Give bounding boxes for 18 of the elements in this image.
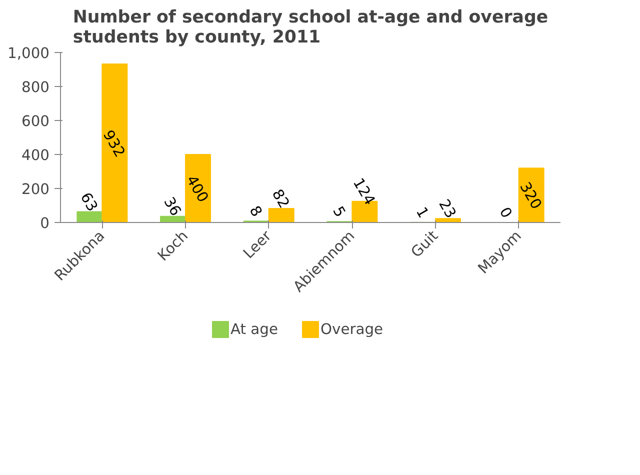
- data-label: 5: [329, 204, 348, 220]
- data-label: 63: [76, 190, 101, 214]
- data-label: 1: [412, 204, 432, 221]
- data-label: 8: [246, 203, 266, 220]
- chart-title: Number of secondary school at-age and overage students by county, 2011: [72, 8, 548, 48]
- y-tick-label: 400: [22, 147, 50, 164]
- y-tick-label: 800: [22, 79, 50, 96]
- data-label: 82: [268, 186, 292, 212]
- y-tick-label: 1,000: [8, 45, 50, 62]
- y-tick-label: 200: [22, 181, 50, 198]
- legend-label: Overage: [320, 321, 384, 338]
- data-label: 400: [182, 172, 212, 206]
- y-tick-label: 600: [22, 113, 50, 130]
- y-tick-label: 0: [40, 215, 50, 232]
- legend-label: At age: [230, 321, 278, 338]
- data-label: 23: [435, 196, 460, 222]
- data-label: 36: [160, 194, 184, 220]
- data-label: 0: [496, 204, 516, 222]
